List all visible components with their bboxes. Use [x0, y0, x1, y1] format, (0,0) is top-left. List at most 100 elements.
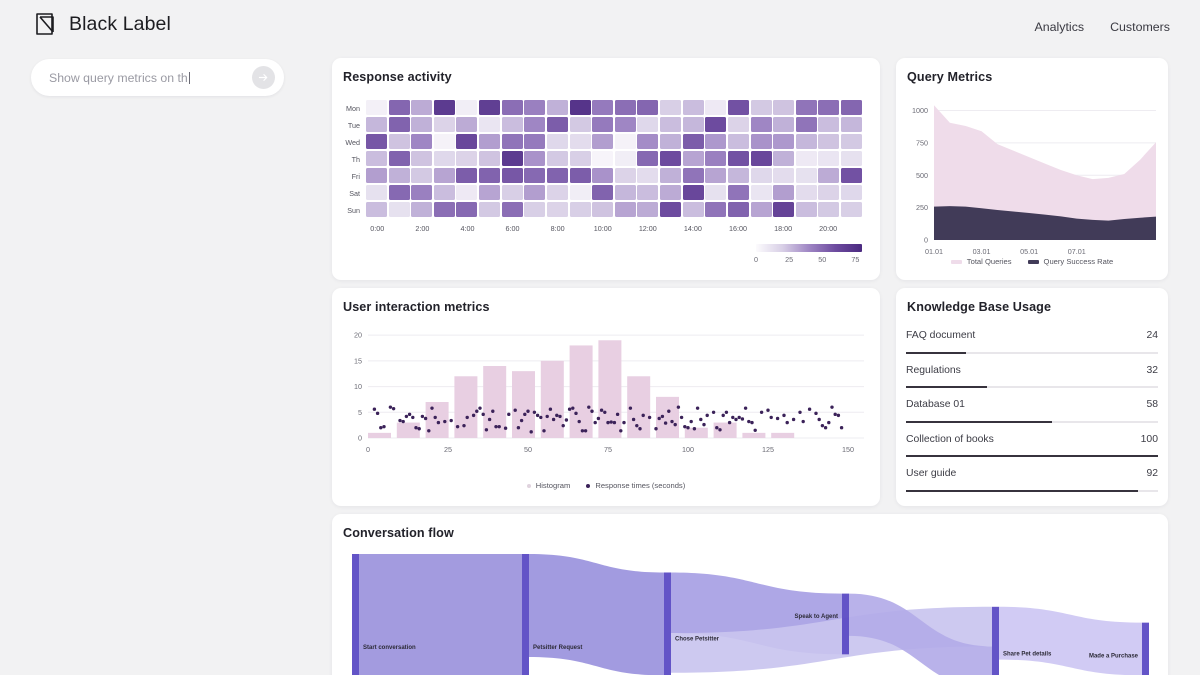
legend-item-response-times: Response times (seconds) [586, 481, 685, 490]
scatter-point [673, 422, 677, 427]
heatmap-cell [637, 100, 659, 116]
heatmap-cell [569, 116, 591, 133]
y-tick-label: 750 [916, 138, 928, 147]
scatter-point [657, 416, 661, 421]
heatmap-cell [479, 116, 501, 133]
scatter-point [823, 426, 828, 430]
scatter-point [545, 414, 549, 419]
scatter-point [513, 408, 517, 412]
heatmap-cell [366, 100, 388, 116]
query-metrics-legend: Total Queries Query Success Rate [896, 257, 1168, 266]
scatter-point [433, 415, 437, 420]
scatter-point [676, 405, 681, 409]
scatter-point [759, 410, 764, 414]
heatmap-cell [366, 184, 388, 201]
x-tick-label: 25 [444, 445, 452, 454]
knowledge-base-row[interactable]: FAQ document 24 [906, 328, 1158, 363]
knowledge-base-list: FAQ document 24 Regulations 32 Database 01 58… [906, 328, 1158, 501]
sankey-node[interactable] [664, 572, 671, 675]
histogram-bar [512, 371, 535, 438]
scatter-point [587, 405, 591, 409]
heatmap-cell [818, 184, 840, 201]
heatmap-cell [546, 133, 568, 150]
scatter-point [417, 427, 421, 431]
heatmap-cell [456, 201, 478, 218]
sankey-node[interactable] [842, 593, 849, 655]
conversation-flow-sankey-chart: Start conversation Petsitter Request Chose… [352, 554, 1149, 675]
heatmap-cell [705, 184, 727, 201]
heatmap-cell [501, 100, 523, 116]
card-response-activity: Response activity Mon Tue Wed Th Fri Sat Sun 0… [332, 58, 880, 280]
scatter-point [548, 407, 553, 411]
knowledge-base-value: 92 [1146, 468, 1158, 479]
scatter-point [817, 417, 821, 422]
heatmap-cell [569, 133, 591, 150]
scatter-point [734, 417, 738, 422]
sankey-node[interactable] [522, 554, 529, 675]
nav-analytics[interactable]: Analytics [1034, 20, 1085, 34]
heatmap-cell [592, 150, 614, 167]
scatter-point [558, 414, 562, 419]
heatmap-cell [546, 184, 568, 201]
colorbar-tick: 0 [754, 255, 758, 264]
heatmap-cell [411, 201, 433, 218]
heatmap-row-label: Sun [347, 206, 360, 215]
search-bar[interactable]: Show query metrics on th [31, 59, 284, 96]
scatter-point [622, 420, 626, 425]
sankey-node[interactable] [1142, 622, 1149, 675]
heatmap-cell [727, 150, 749, 167]
heatmap-x-tick: 8:00 [550, 224, 565, 233]
heatmap-cell [795, 201, 817, 218]
scatter-point [699, 417, 703, 422]
nav-customers[interactable]: Customers [1110, 20, 1170, 34]
y-tick-label: 15 [354, 356, 362, 365]
heatmap-cell [546, 150, 568, 167]
heatmap-cell [433, 184, 455, 201]
scatter-point [836, 413, 841, 418]
knowledge-base-label: User guide [906, 468, 957, 479]
histogram-bar [540, 360, 564, 438]
histogram-bar [368, 432, 391, 438]
histogram-bar [425, 402, 449, 438]
knowledge-base-row[interactable]: Regulations 32 [906, 363, 1158, 398]
heatmap-cell [479, 100, 501, 116]
heatmap-cell [818, 100, 840, 116]
heatmap-cell [795, 184, 817, 201]
heatmap-cell [433, 167, 455, 184]
legend-label-success-rate: Query Success Rate [1043, 257, 1114, 266]
x-tick-label: 150 [842, 445, 854, 454]
heatmap-cell [795, 150, 817, 167]
knowledge-base-row[interactable]: Database 01 58 [906, 397, 1158, 432]
scatter-point [830, 405, 834, 409]
search-submit-button[interactable] [252, 66, 275, 89]
scatter-point [539, 415, 543, 420]
brand[interactable]: Black Label [32, 11, 171, 37]
sankey-node-label: Share Pet details [1003, 652, 1052, 658]
sankey-node[interactable] [992, 606, 999, 675]
scatter-point [481, 412, 485, 417]
sankey-link [359, 554, 522, 675]
scatter-point [516, 426, 521, 430]
heatmap-cell [637, 133, 659, 150]
search-input[interactable]: Show query metrics on th [31, 71, 252, 85]
knowledge-base-row[interactable]: User guide 92 [906, 466, 1158, 501]
histogram-bar [713, 422, 737, 438]
knowledge-base-row[interactable]: Collection of books 100 [906, 432, 1158, 467]
scatter-point [471, 413, 476, 418]
sankey-node[interactable] [352, 554, 359, 675]
sankey-node-label: Speak to Agent [795, 614, 838, 620]
heatmap-cell [546, 167, 568, 184]
scatter-point [526, 409, 530, 413]
histogram-bar [771, 432, 795, 438]
heatmap-cell [637, 184, 659, 201]
card-title-knowledge-base: Knowledge Base Usage [907, 300, 1052, 314]
heatmap-cell [727, 100, 749, 116]
knowledge-base-label: Database 01 [906, 399, 965, 410]
scatter-point [596, 416, 601, 421]
heatmap-cell [524, 201, 546, 218]
scatter-point [619, 429, 623, 433]
scatter-point [599, 408, 604, 412]
scatter-point [740, 417, 745, 421]
scatter-point [635, 423, 639, 428]
heatmap-cell [840, 100, 862, 116]
